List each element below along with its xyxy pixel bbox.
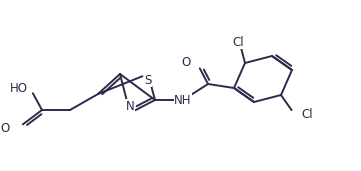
Text: NH: NH bbox=[174, 94, 192, 107]
Text: Cl: Cl bbox=[232, 36, 244, 49]
Text: O: O bbox=[1, 122, 10, 135]
Text: Cl: Cl bbox=[301, 109, 313, 122]
Text: N: N bbox=[126, 100, 134, 113]
Text: S: S bbox=[144, 74, 152, 87]
Text: O: O bbox=[182, 56, 191, 69]
Text: HO: HO bbox=[10, 82, 28, 95]
